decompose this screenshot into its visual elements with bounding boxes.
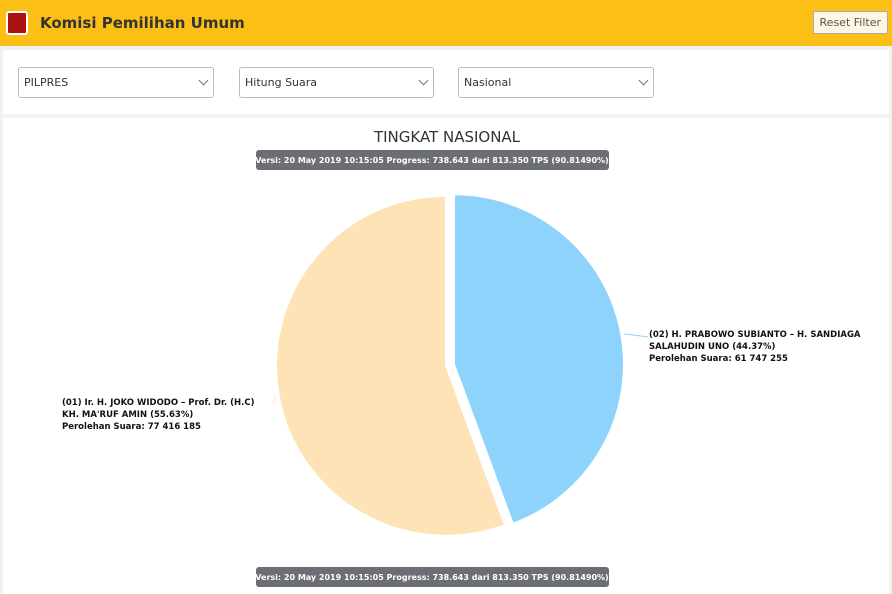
- label-part: SALAHUDIN UNO: [649, 342, 729, 352]
- leader-line: [272, 395, 277, 404]
- label-part: (01) Ir. H. JOKO WIDODO – Prof. Dr. (H.C…: [62, 398, 255, 408]
- filter-select[interactable]: PILPRES: [18, 67, 214, 98]
- badge-text: Versi: 20 May 2019 10:15:05 Progress: 73…: [255, 573, 608, 582]
- filter-select[interactable]: Nasional: [458, 67, 654, 98]
- version-badge: Versi: 20 May 2019 10:15:05 Progress: 73…: [255, 567, 609, 587]
- app-title: Komisi Pemilihan Umum: [40, 14, 245, 32]
- badge-text: Versi: 20 May 2019 10:15:05 Progress: 73…: [255, 156, 608, 165]
- label-part: KH. MA'RUF AMIN: [62, 410, 147, 420]
- version-badge: Versi: 20 May 2019 10:15:05 Progress: 73…: [255, 150, 609, 170]
- leader-line: [624, 333, 649, 338]
- badge-bg: [256, 567, 609, 587]
- pie-slice: [452, 193, 625, 526]
- label-part: (44.37%): [732, 342, 775, 352]
- chart: TINGKAT NASIONAL Versi: 20 May 2019 10:1…: [3, 118, 889, 594]
- label-part: (55.63%): [150, 410, 193, 420]
- label-part: Perolehan Suara: 61 747 255: [649, 354, 788, 364]
- header: Komisi Pemilihan Umum Reset Filter: [0, 0, 892, 46]
- label-part: Perolehan Suara: 77 416 185: [62, 422, 201, 432]
- filter-select[interactable]: Hitung Suara: [239, 67, 434, 98]
- chart-title: TINGKAT NASIONAL: [373, 128, 521, 146]
- badge-bg: [256, 150, 609, 170]
- slice-label: (02) H. PRABOWO SUBIANTO – H. SANDIAGA SA…: [649, 330, 861, 364]
- reset-button[interactable]: Reset Filter: [812, 11, 888, 34]
- logo: [6, 11, 28, 35]
- pie-slice: [275, 194, 507, 537]
- slice-label: (01) Ir. H. JOKO WIDODO – Prof. Dr. (H.C…: [62, 398, 255, 432]
- filter-bar: PILPRES Hitung Suara Nasional: [3, 50, 889, 114]
- label-part: (02) H. PRABOWO SUBIANTO – H. SANDIAGA: [649, 330, 861, 340]
